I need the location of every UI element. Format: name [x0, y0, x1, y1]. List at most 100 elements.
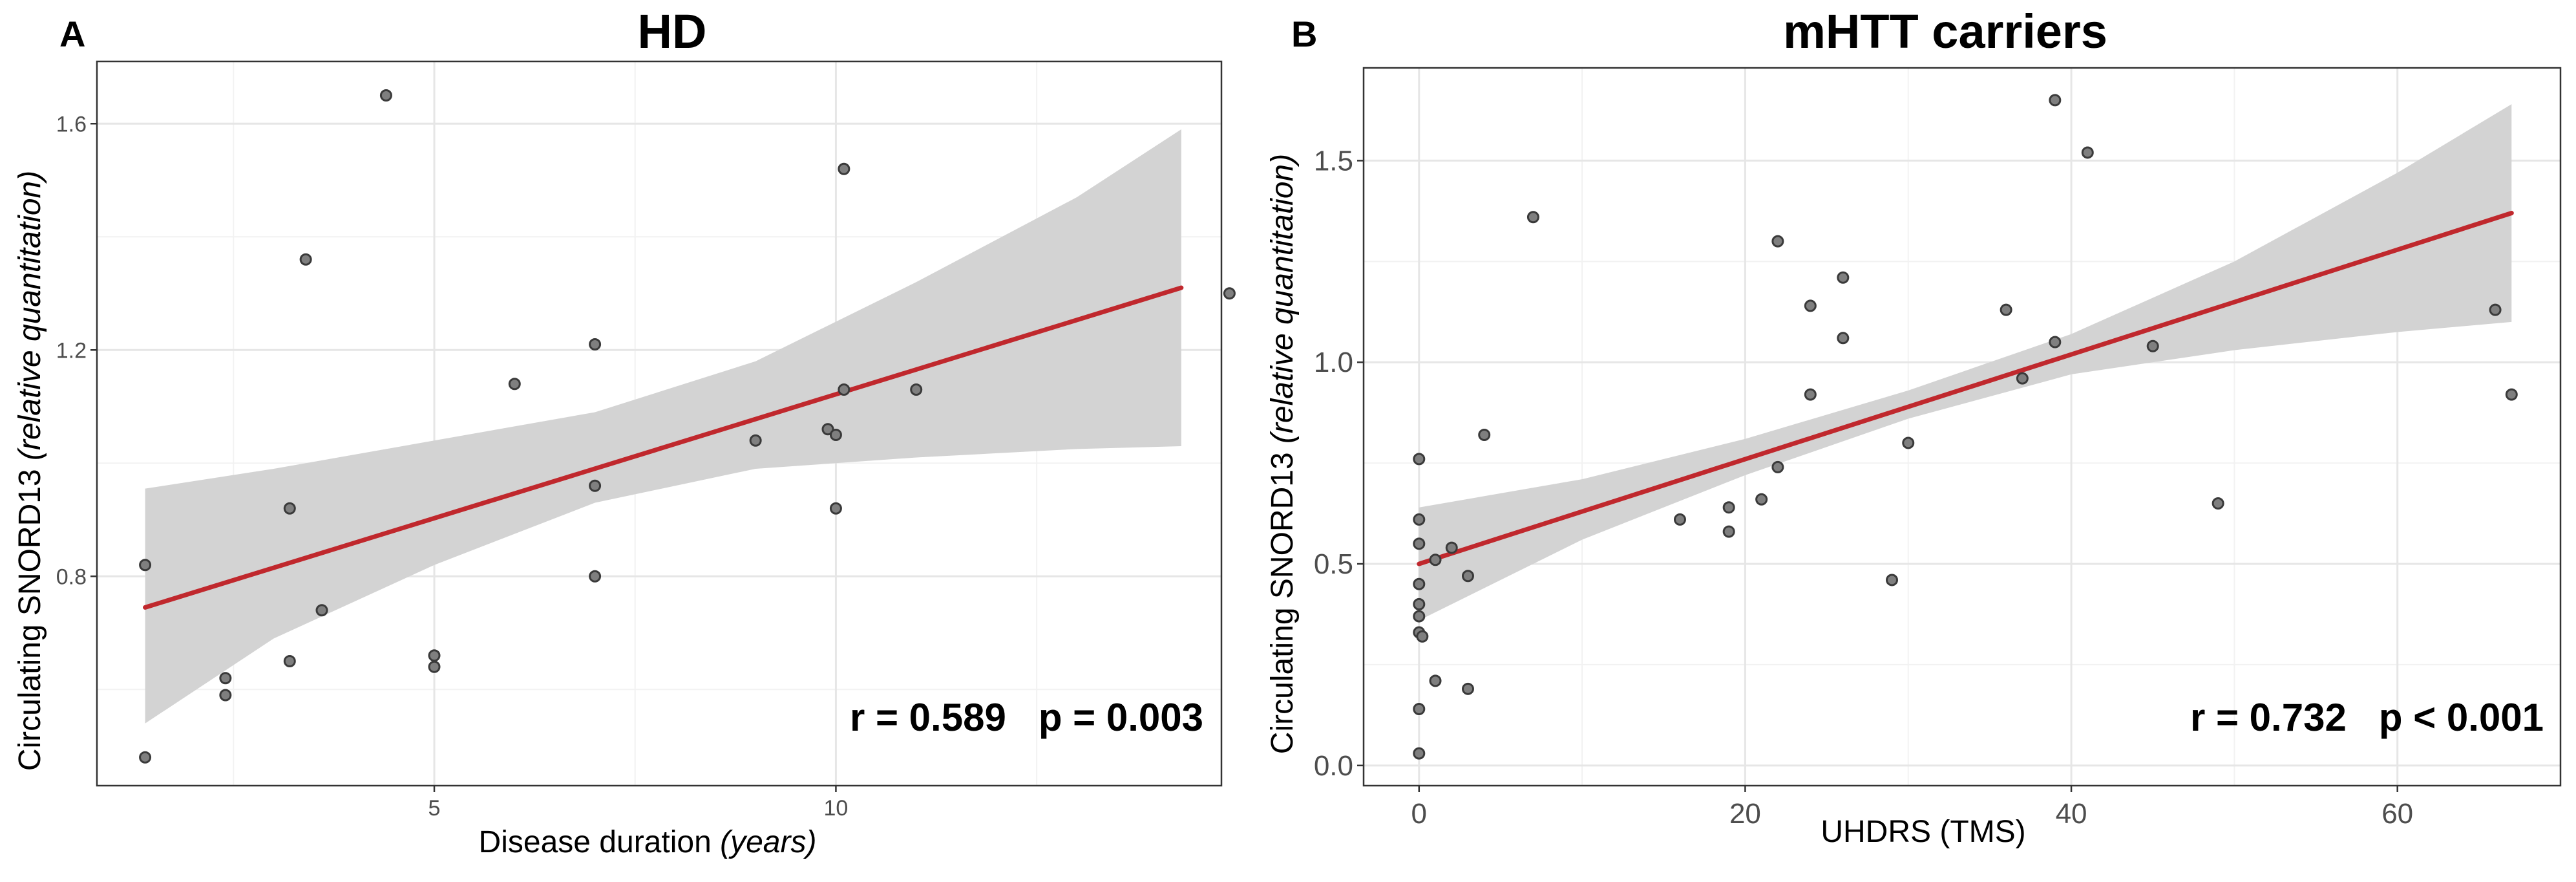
panel-a-title: HD [638, 5, 707, 58]
b-data-point [2505, 388, 2518, 401]
a-data-point [283, 502, 296, 515]
panel-b-axis-ticks [1357, 160, 2398, 792]
b-data-point [1722, 501, 1735, 514]
a-data-point [749, 434, 762, 447]
a-data-point [829, 502, 842, 515]
panel-a-confidence-band [145, 129, 1181, 724]
b-data-point [2212, 497, 2224, 510]
panel-b-gridlines [1364, 68, 2561, 786]
b-data-point [2016, 372, 2029, 385]
panel-a-y-axis-label-unit: (relative quantitation) [13, 171, 47, 460]
a-data-point [821, 423, 834, 436]
b-data-point [1413, 610, 1426, 623]
a-data-point [299, 253, 312, 266]
a-data-point [508, 378, 521, 391]
panel-a-y-tick-label: 1.2 [56, 338, 87, 363]
b-data-point [1461, 682, 1474, 695]
panel-a-x-tick-label: 10 [824, 796, 849, 821]
b-data-point [1755, 493, 1768, 506]
panel-b-x-tick-label: 60 [2381, 798, 2413, 830]
panel-a-letter: A [59, 14, 85, 54]
panel-b-regression-line [1417, 210, 2514, 566]
b-data-point [2081, 146, 2094, 159]
b-data-point [1413, 747, 1426, 760]
b-data-point [1413, 453, 1426, 466]
b-data-point [1478, 428, 1491, 441]
b-data-point [1837, 332, 1850, 345]
a-data-point [1223, 287, 1236, 300]
a-data-point [315, 604, 328, 617]
panel-a-data-points [139, 89, 1236, 764]
panel-a-x-axis-label-main: Disease duration [479, 825, 721, 859]
b-data-point [1526, 211, 1539, 224]
b-data-point [1413, 513, 1426, 526]
b-data-point [2000, 303, 2012, 316]
panel-b-data-points [1413, 94, 2518, 760]
panel-b-y-tick-label: 1.5 [1314, 145, 1353, 177]
panel-a-regression-line [143, 285, 1184, 610]
a-data-point [219, 689, 232, 702]
panel-b-y-axis-label-unit: (relative quantitation) [1265, 154, 1300, 444]
b-data-point [1722, 525, 1735, 538]
b-data-point [1413, 703, 1426, 716]
b-data-point [1461, 570, 1474, 583]
panel-b-y-tick-label: 0.5 [1314, 548, 1353, 580]
b-data-point [1804, 299, 1817, 312]
b-data-point [1413, 537, 1426, 550]
panel-b-confidence-band [1419, 104, 2512, 621]
b-data-point [1837, 271, 1850, 284]
a-data-point [829, 429, 842, 441]
panel-b: B mHTT carriers 0 20 40 60 0.0 0.5 1.0 1… [1265, 5, 2562, 849]
b-data-point [1886, 574, 1899, 586]
panel-a-axis-ticks [90, 123, 837, 792]
a-data-point [283, 655, 296, 667]
panel-a-y-tick-label: 0.8 [56, 565, 87, 589]
panel-b-y-axis-label: Circulating SNORD13 (relative quantitati… [1265, 154, 1300, 754]
panel-a-plot-frame [96, 60, 1223, 787]
b-data-point [1771, 460, 1784, 473]
panel-a-x-axis-label-unit: (years) [720, 825, 816, 859]
panel-b-statistics: r = 0.732 p < 0.001 [2190, 696, 2544, 739]
b-data-point [1902, 436, 1915, 449]
b-data-point [2049, 94, 2062, 107]
panel-a-x-tick-label: 5 [428, 796, 441, 821]
a-data-point [910, 383, 923, 396]
a-data-point [589, 338, 602, 350]
a-data-point [428, 649, 441, 662]
panel-a-y-axis-label-main: Circulating SNORD13 [13, 460, 47, 771]
panel-b-y-axis-label-main: Circulating SNORD13 [1265, 444, 1300, 754]
a-data-point [589, 479, 602, 492]
panel-b-plot-frame [1362, 67, 2562, 787]
panel-b-x-tick-label: 20 [1729, 798, 1761, 830]
b-data-point [1673, 513, 1686, 526]
panel-b-x-tick-label: 0 [1411, 798, 1427, 830]
panel-b-y-tick-label: 0.0 [1314, 750, 1353, 782]
b-data-point [1445, 541, 1458, 554]
a-data-point [219, 672, 232, 685]
a-data-point [838, 162, 850, 175]
b-data-point [1804, 388, 1817, 401]
b-data-point [1429, 554, 1442, 566]
b-data-point [1416, 630, 1429, 643]
b-data-point [2049, 336, 2062, 349]
b-data-point [2146, 339, 2159, 352]
a-data-point [139, 559, 152, 572]
panel-a-statistics: r = 0.589 p = 0.003 [850, 696, 1203, 739]
panel-a-y-tick-label: 1.6 [56, 112, 87, 136]
b-data-point [1413, 577, 1426, 590]
a-data-point [589, 570, 602, 583]
b-data-point [1413, 597, 1426, 610]
b-data-point [2489, 303, 2502, 316]
panel-b-x-tick-label: 40 [2056, 798, 2087, 830]
b-data-point [1429, 674, 1442, 687]
panel-a: A HD 5 10 0.8 1.2 1.6 Disease duration (… [13, 5, 1236, 859]
panel-b-letter: B [1291, 14, 1317, 54]
panel-b-title: mHTT carriers [1783, 5, 2107, 58]
a-data-point [838, 383, 850, 396]
a-data-point [379, 89, 392, 102]
a-data-point [428, 660, 441, 673]
panel-b-x-axis-label: UHDRS (TMS) [1821, 815, 2025, 849]
b-data-point [1771, 235, 1784, 248]
panel-b-y-tick-label: 1.0 [1314, 347, 1353, 378]
